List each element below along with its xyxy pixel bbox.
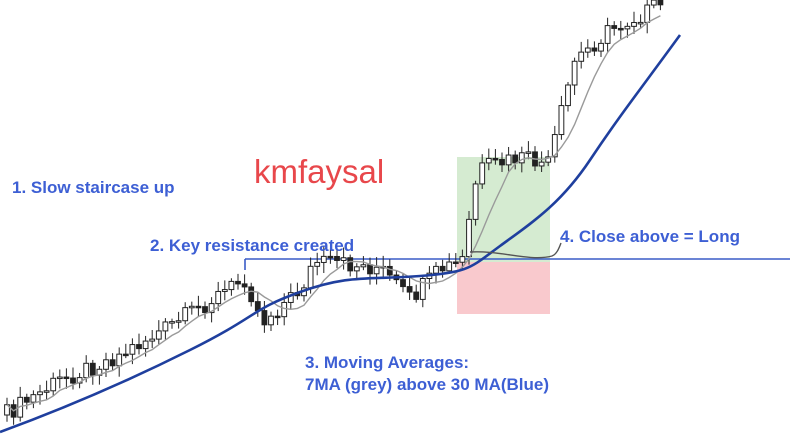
candle-body — [551, 134, 558, 158]
candle-body — [136, 344, 142, 350]
candle-body — [584, 47, 591, 53]
annotation: 1. Slow staircase up — [12, 178, 175, 197]
candle-body — [268, 315, 274, 326]
candle-body — [340, 257, 347, 261]
candle-body — [631, 22, 637, 27]
candle-body — [591, 47, 598, 52]
candle-body — [492, 157, 499, 161]
candle-body — [452, 261, 459, 265]
candle-body — [558, 105, 565, 136]
candle-body — [169, 321, 175, 324]
candle-body — [657, 0, 664, 6]
candle-body — [373, 266, 380, 275]
candle-body — [195, 305, 202, 309]
candle-body — [598, 42, 604, 52]
candle-body — [611, 25, 618, 29]
candle-body — [459, 256, 466, 263]
candle-body — [446, 261, 453, 272]
candle-body — [565, 84, 571, 107]
ma7-line — [6, 15, 661, 412]
candle-body — [89, 362, 96, 376]
candle-body — [235, 280, 241, 285]
candle-body — [545, 156, 552, 163]
candle-body — [320, 255, 327, 263]
candle-body — [637, 21, 644, 25]
candle-body — [103, 359, 109, 370]
candle-body — [314, 261, 321, 267]
candle-body — [228, 280, 235, 291]
candle-body — [37, 391, 43, 396]
candle-body — [129, 344, 136, 355]
candle-body — [83, 362, 90, 379]
candle-body — [571, 60, 578, 86]
candle-body — [70, 377, 76, 384]
candle-body — [248, 286, 255, 303]
candle-body — [175, 320, 182, 323]
candle-body — [149, 338, 156, 342]
candle-body — [433, 265, 439, 274]
candle-body — [439, 265, 446, 272]
candle-body — [505, 154, 512, 166]
candle-body — [241, 283, 248, 288]
candle-body — [281, 301, 288, 318]
candle-body — [202, 306, 208, 314]
candle-body — [604, 25, 611, 44]
candle-body — [617, 27, 624, 31]
candle-body — [650, 0, 657, 6]
candle-body — [400, 279, 406, 288]
candle-body — [479, 162, 486, 185]
watermark: kmfaysal — [254, 153, 384, 190]
annotation: 2. Key resistance created — [150, 236, 354, 255]
candles — [4, 0, 664, 425]
candle-body — [215, 290, 222, 305]
candle-body — [30, 394, 37, 403]
candle-body — [538, 161, 545, 167]
candle-body — [327, 255, 334, 259]
candle-body — [386, 265, 393, 276]
candle-body — [406, 286, 413, 293]
candle-body — [63, 376, 70, 380]
candle-body — [360, 264, 367, 268]
candle-body — [499, 158, 505, 166]
candle-body — [525, 151, 532, 154]
candle-body — [624, 25, 631, 30]
loss-zone — [457, 262, 550, 314]
candle-body — [419, 278, 426, 300]
candle-body — [466, 218, 472, 258]
candle-body — [334, 255, 340, 261]
candle-body — [116, 353, 123, 367]
candle-body — [353, 266, 360, 272]
candle-body — [367, 264, 373, 275]
candle-body — [261, 310, 268, 326]
candle-body — [43, 390, 50, 393]
candle-body — [307, 265, 314, 289]
candle-body — [182, 307, 189, 322]
candle-body — [578, 51, 585, 62]
annotation: 3. Moving Averages: — [305, 353, 469, 372]
candle-body — [347, 257, 354, 272]
candle-body — [485, 157, 492, 164]
candle-body — [23, 396, 30, 403]
candle-body — [122, 353, 129, 357]
candle-body — [413, 291, 420, 300]
candle-body — [221, 289, 228, 292]
candle-body — [208, 303, 215, 314]
candle-body — [162, 321, 169, 332]
candle-body — [155, 330, 162, 340]
candle-body — [56, 376, 63, 380]
candle-body — [518, 152, 525, 164]
close-above-curve — [469, 242, 562, 259]
candle-body — [188, 305, 195, 309]
candle-body — [512, 154, 519, 164]
annotation: 7MA (grey) above 30 MA(Blue) — [305, 375, 549, 394]
candle-body — [274, 315, 281, 319]
candle-body — [142, 340, 149, 350]
candle-body — [50, 377, 57, 392]
candle-body — [472, 183, 479, 220]
candle-body — [109, 359, 116, 367]
candle-body — [644, 4, 651, 23]
ma30-line — [0, 34, 682, 434]
annotation: 4. Close above = Long — [560, 227, 740, 246]
